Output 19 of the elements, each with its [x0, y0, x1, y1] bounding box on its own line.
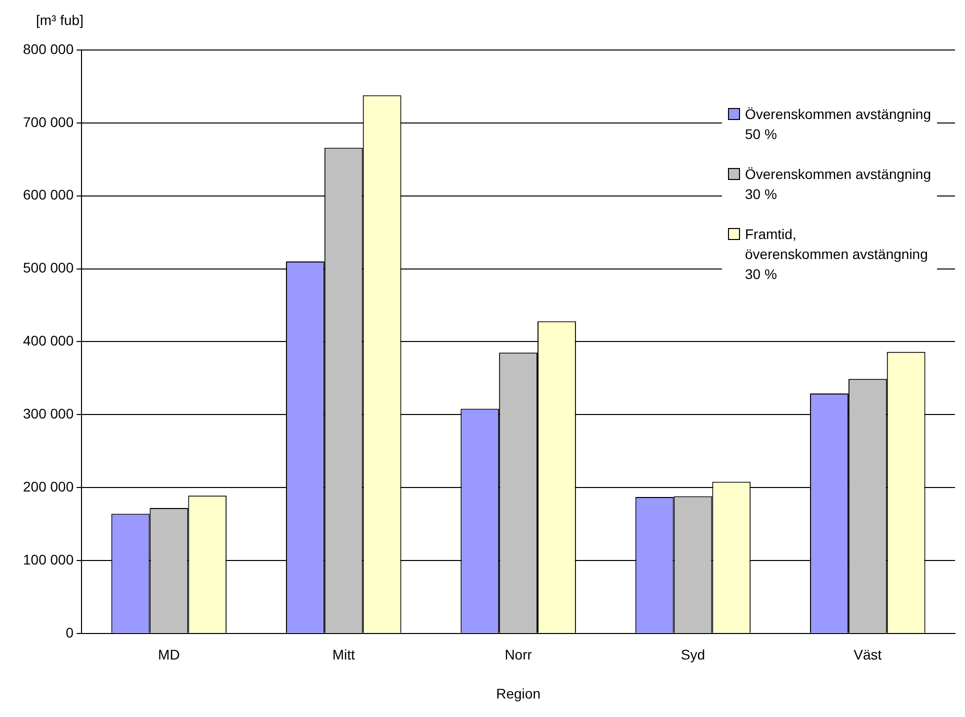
y-tick-label: 600 000	[22, 186, 74, 203]
y-tick-label: 700 000	[22, 114, 74, 130]
legend-label: Framtid, överenskommen avstängning 30 %	[745, 225, 928, 284]
y-tick-label: 400 000	[22, 332, 74, 349]
x-tick-label: Syd	[680, 646, 706, 663]
legend-label: Överenskommen avstängning 50 %	[745, 105, 931, 144]
y-tick-label: 100 000	[22, 551, 74, 568]
y-axis-title: [m³ fub]	[36, 12, 84, 28]
x-tick-label: Norr	[504, 646, 532, 663]
legend-label: Överenskommen avstängning 30 %	[745, 165, 931, 204]
x-tick-label: MD	[158, 646, 180, 663]
y-tick-label: 300 000	[22, 405, 74, 422]
y-tick-label: 800 000	[22, 40, 74, 57]
x-axis-title: Region	[496, 685, 540, 702]
y-tick-label: 500 000	[22, 260, 74, 276]
x-tick-label: Väst	[854, 646, 882, 663]
y-tick-label: 0	[66, 624, 74, 640]
y-tick-label: 200 000	[22, 478, 74, 494]
x-tick-label: Mitt	[332, 646, 356, 663]
